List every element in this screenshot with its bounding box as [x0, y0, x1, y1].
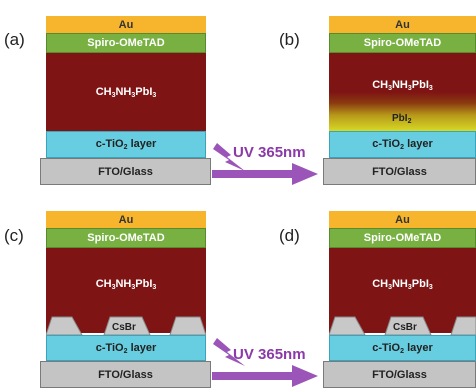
spiro-layer: Spiro-OMeTAD [329, 228, 476, 248]
perovskite-degraded-layer: CH3NH3PbI3 [329, 53, 476, 131]
perovskite-formula: CH3NH3PbI3 [372, 78, 433, 92]
perovskite-layer: CH3NH3PbI3 [46, 53, 206, 131]
lightning-icon [213, 143, 245, 171]
perovskite-formula: CH3NH3PbI3 [95, 85, 157, 99]
panel-label-b: (b) [279, 30, 300, 49]
au-layer: Au [46, 211, 206, 228]
tio2-layer: c-TiO2 layer [329, 335, 476, 361]
pbi2-label: PbI2 [392, 113, 412, 125]
fto-glass-layer: FTO/Glass [323, 361, 476, 388]
fto-glass-layer: FTO/Glass [40, 158, 211, 185]
right-arrow-icon [212, 163, 318, 185]
panel-label-d: (d) [279, 226, 300, 245]
right-arrow-icon [212, 365, 318, 387]
csbr-label: CsBr [393, 322, 417, 333]
au-layer: Au [329, 16, 476, 33]
tio2-layer: c-TiO2 layer [329, 131, 476, 158]
csbr-label: CsBr [112, 322, 136, 333]
au-layer: Au [46, 16, 206, 33]
fto-glass-layer: FTO/Glass [40, 361, 211, 388]
tio2-layer: c-TiO2 layer [46, 335, 206, 361]
perovskite-formula: CH3NH3PbI3 [95, 278, 157, 291]
spiro-layer: Spiro-OMeTAD [329, 33, 476, 53]
au-layer: Au [329, 211, 476, 228]
panel-label-a: (a) [4, 30, 25, 49]
panel-label-c: (c) [4, 226, 24, 245]
csbr-islands [46, 316, 206, 335]
fto-glass-layer: FTO/Glass [323, 158, 476, 185]
spiro-layer: Spiro-OMeTAD [46, 33, 206, 53]
uv-label: UV 365nm [233, 346, 306, 363]
tio2-layer: c-TiO2 layer [46, 131, 206, 158]
lightning-icon [213, 338, 245, 366]
perovskite-formula: CH3NH3PbI3 [372, 278, 433, 291]
spiro-layer: Spiro-OMeTAD [46, 228, 206, 248]
csbr-islands [329, 316, 476, 335]
uv-label: UV 365nm [233, 144, 306, 161]
